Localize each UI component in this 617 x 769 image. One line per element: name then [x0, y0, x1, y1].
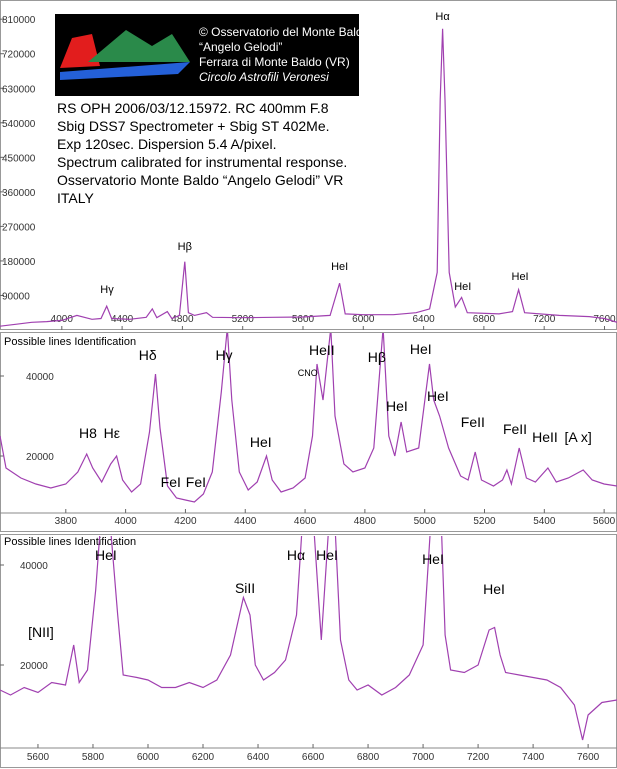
x-tick-label: 6000 [352, 314, 375, 325]
line-label: Hγ [215, 347, 232, 363]
line-label: CNO [298, 368, 318, 378]
line-label: Hα [287, 547, 305, 563]
x-tick-label: 4000 [51, 314, 74, 325]
y-tick-label: 40000 [20, 561, 48, 572]
line-label: Hε [104, 425, 120, 441]
x-tick-label: 6400 [247, 752, 270, 763]
line-label: HeI [427, 388, 449, 404]
spectrum-line [0, 333, 617, 503]
x-tick-label: 5400 [533, 516, 556, 527]
x-tick-label: 4200 [174, 516, 197, 527]
x-tick-label: 5800 [82, 752, 105, 763]
line-label: HeII [309, 342, 335, 358]
line-label: Hδ [139, 347, 157, 363]
x-tick-label: 7600 [593, 314, 616, 325]
info-block: RS OPH 2006/03/12.15972. RC 400mm F.8 Sb… [57, 100, 347, 206]
x-tick-label: 7600 [577, 752, 600, 763]
line-label: FeII [503, 421, 527, 437]
x-tick-label: 4000 [114, 516, 137, 527]
x-tick-label: 4800 [354, 516, 377, 527]
line-label: FeII [461, 414, 485, 430]
y-tick-label: 90000 [2, 291, 30, 302]
line-label: Hγ [100, 284, 114, 296]
logo-text: Ferrara di Monte Baldo (VR) [199, 55, 350, 69]
x-tick-label: 5600 [27, 752, 50, 763]
y-tick-label: 180000 [2, 257, 36, 268]
y-tick-label: 630000 [2, 84, 36, 95]
x-tick-label: 7400 [522, 752, 545, 763]
y-tick-label: 810000 [2, 15, 36, 26]
logo-text: © Osservatorio del Monte Baldo [199, 25, 370, 39]
plot-area [0, 333, 617, 503]
x-tick-label: 7200 [533, 314, 556, 325]
x-tick-label: 3800 [55, 516, 78, 527]
spectrum-line [0, 28, 617, 327]
x-tick-label: 5200 [232, 314, 255, 325]
line-label: HeI [95, 547, 117, 563]
y-tick-label: 360000 [2, 188, 36, 199]
x-tick-label: 4600 [294, 516, 317, 527]
line-label: FeI [186, 474, 206, 490]
x-tick-label: 6400 [412, 314, 435, 325]
plot-area [0, 28, 617, 327]
logo: © Osservatorio del Monte Baldo “Angelo G… [55, 14, 370, 96]
plot-area [0, 536, 617, 741]
x-tick-label: 5600 [593, 516, 616, 527]
info-line: RS OPH 2006/03/12.15972. RC 400mm F.8 [57, 100, 329, 116]
panel-subtitle: Possible lines Identification [4, 536, 136, 548]
x-tick-label: 4400 [234, 516, 257, 527]
x-tick-label: 5200 [473, 516, 496, 527]
line-label: FeI [161, 474, 181, 490]
y-tick-label: 540000 [2, 119, 36, 130]
line-label: HeII [532, 429, 558, 445]
x-tick-label: 6200 [192, 752, 215, 763]
x-tick-label: 6800 [473, 314, 496, 325]
line-label: HeI [331, 261, 348, 273]
line-label: HeI [250, 434, 272, 450]
panel-frame [0, 534, 617, 768]
line-label: HeI [512, 271, 529, 283]
info-line: Osservatorio Monte Baldo “Angelo Gelodi”… [57, 172, 343, 188]
logo-text: “Angelo Gelodi” [199, 40, 282, 54]
panel-subtitle: Possible lines Identification [4, 336, 136, 348]
spectrum-line [0, 536, 617, 741]
line-label: Hβ [178, 241, 192, 253]
logo-text: Circolo Astrofili Veronesi [199, 70, 329, 84]
y-tick-label: 450000 [2, 153, 36, 164]
y-tick-label: 40000 [26, 372, 54, 383]
x-tick-label: 4800 [171, 314, 194, 325]
y-tick-label: 20000 [26, 452, 54, 463]
line-label: Hβ [368, 349, 386, 365]
x-tick-label: 6600 [302, 752, 325, 763]
line-label: HeI [316, 547, 338, 563]
line-label: [A x] [565, 429, 592, 445]
line-label: HeI [422, 551, 444, 567]
x-tick-label: 5000 [414, 516, 437, 527]
x-tick-label: 6000 [137, 752, 160, 763]
logo-mountains [88, 30, 190, 62]
info-line: ITALY [57, 190, 94, 206]
logo-dome [60, 34, 100, 68]
info-line: Spectrum calibrated for instrumental res… [57, 154, 347, 170]
x-tick-label: 6800 [357, 752, 380, 763]
logo-lake [60, 62, 190, 80]
info-line: Sbig DSS7 Spectrometer + Sbig ST 402Me. [57, 118, 330, 134]
line-label: HeI [483, 581, 505, 597]
y-tick-label: 270000 [2, 222, 36, 233]
line-label: [NII] [28, 624, 54, 640]
x-tick-label: 5600 [292, 314, 315, 325]
y-tick-label: 20000 [20, 661, 48, 672]
line-label: HeI [410, 341, 432, 357]
y-tick-label: 720000 [2, 50, 36, 61]
info-line: Exp 120sec. Dispersion 5.4 A/pixel. [57, 136, 276, 152]
line-label: SiII [235, 580, 255, 596]
line-label: Hα [435, 11, 450, 23]
x-tick-label: 7000 [412, 752, 435, 763]
line-label: HeI [454, 281, 471, 293]
line-label: H8 [79, 425, 97, 441]
x-tick-label: 7200 [467, 752, 490, 763]
line-label: HeI [386, 398, 408, 414]
